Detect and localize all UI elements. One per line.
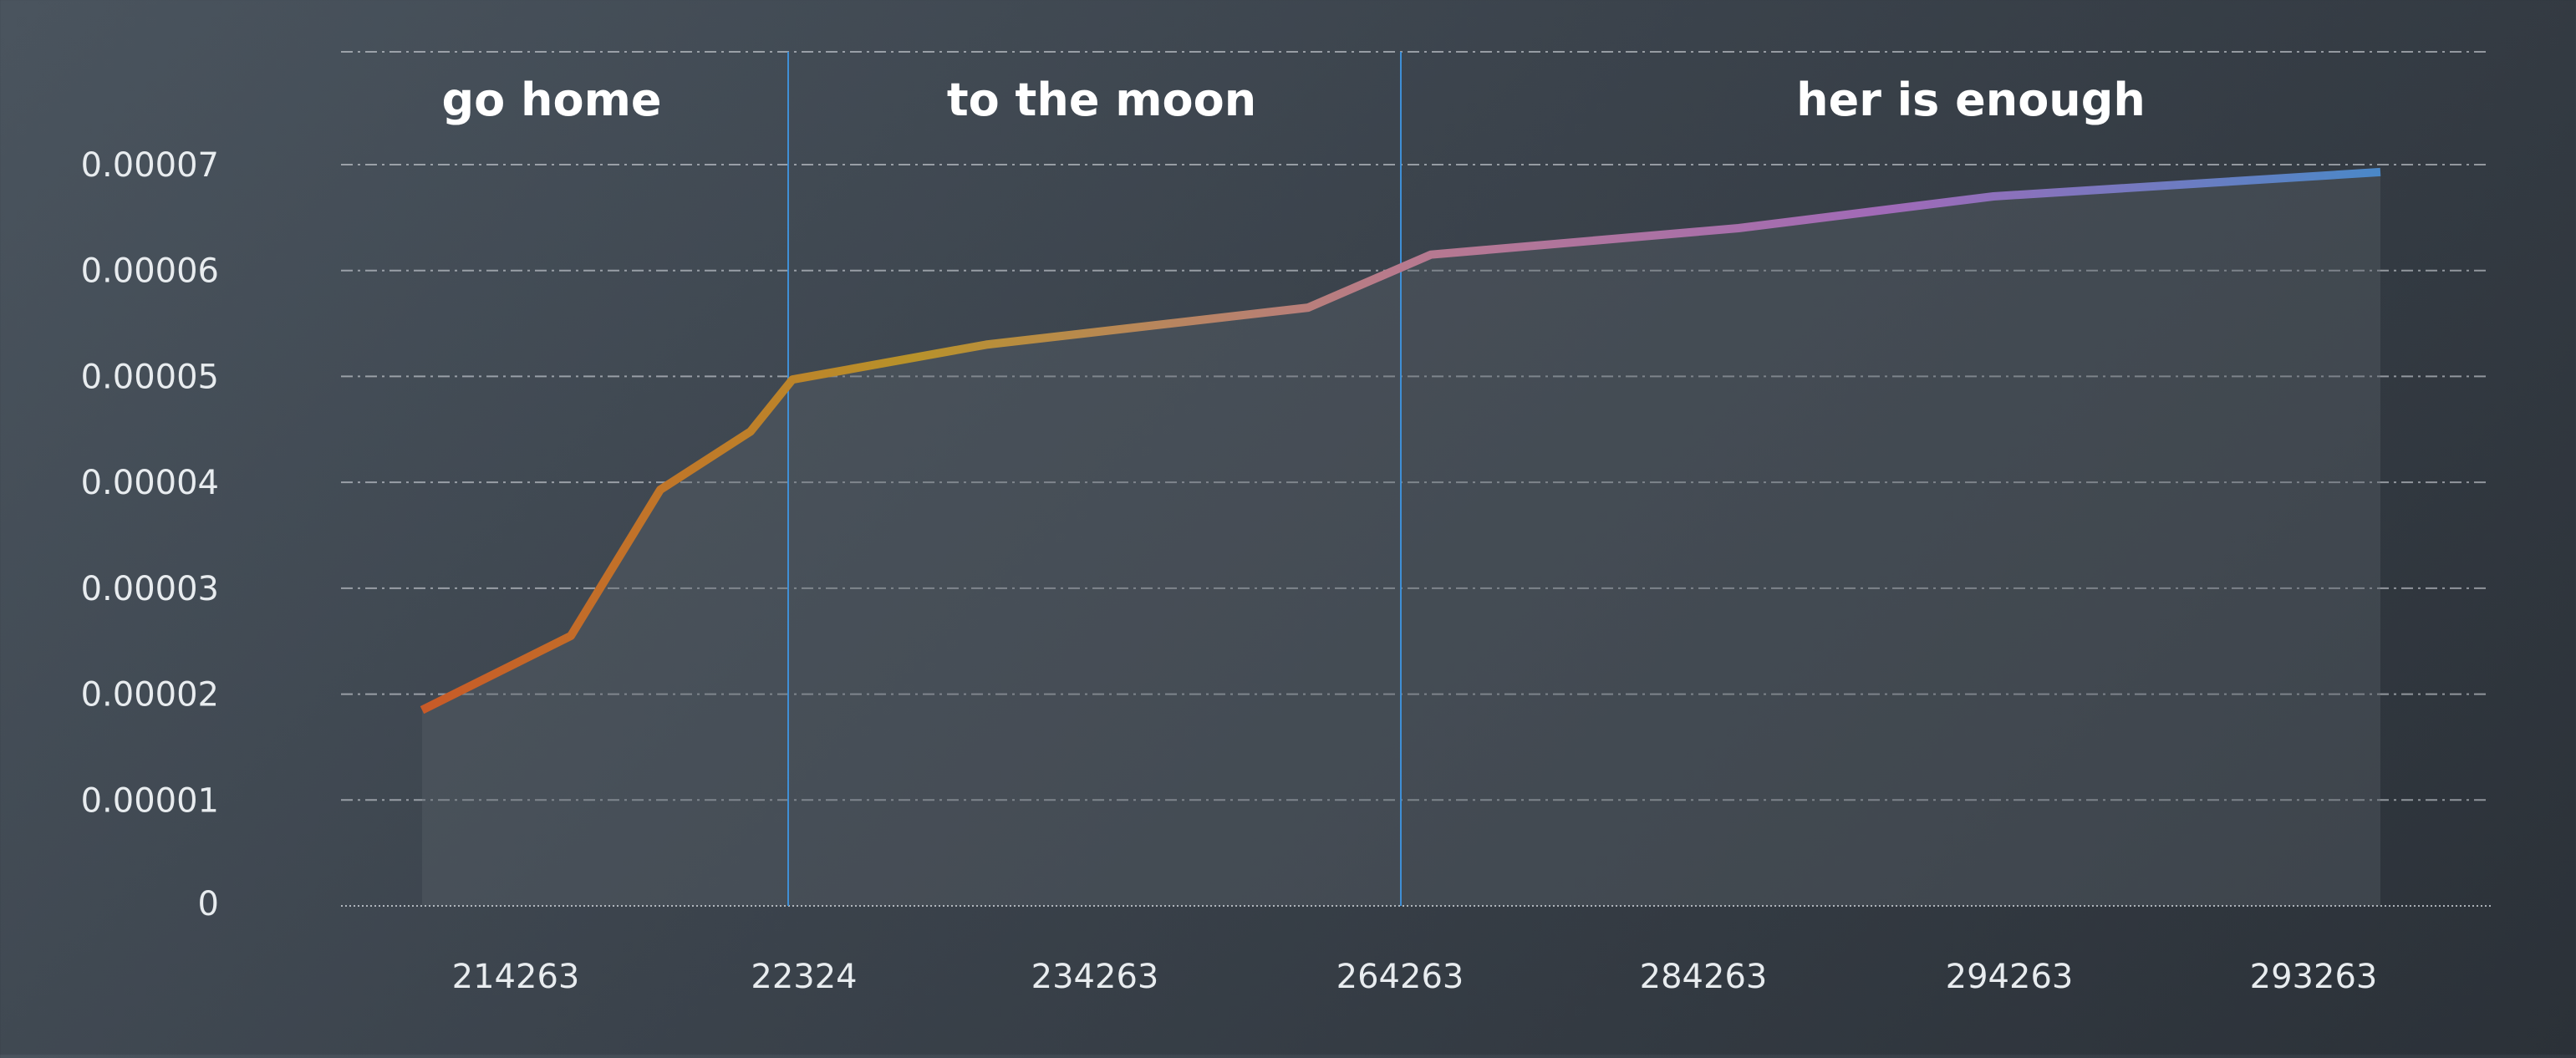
x-tick-label: 214263: [452, 958, 580, 996]
region-label: her is enough: [1796, 74, 2146, 126]
region-label: to the moon: [947, 74, 1256, 126]
x-tick-label: 234263: [1031, 958, 1159, 996]
x-tick-label: 284263: [1640, 958, 1768, 996]
y-tick-label: 0.00006: [81, 252, 219, 291]
y-tick-label: 0.00002: [81, 676, 219, 715]
y-tick-label: 0.00004: [81, 464, 219, 502]
x-tick-label: 294263: [1946, 958, 2074, 996]
y-tick-label: 0.00001: [81, 781, 219, 820]
y-tick-label: 0: [198, 885, 219, 923]
y-tick-label: 0.00003: [81, 570, 219, 608]
x-tick-label: 264263: [1336, 958, 1464, 996]
region-label: go home: [442, 74, 662, 126]
y-tick-label: 0.00005: [81, 358, 219, 396]
x-tick-label: 22324: [751, 958, 857, 996]
series-line: [420, 167, 2381, 715]
y-tick-label: 0.00007: [81, 146, 219, 185]
x-tick-label: 293263: [2250, 958, 2378, 996]
gridlines: [341, 51, 2491, 801]
